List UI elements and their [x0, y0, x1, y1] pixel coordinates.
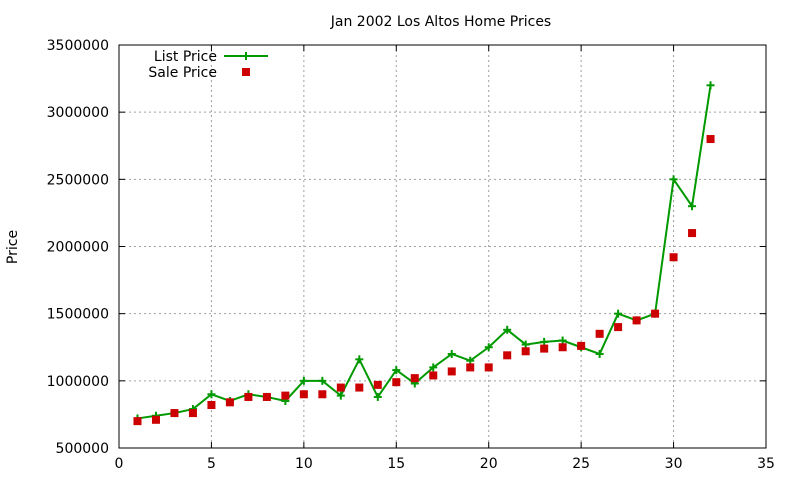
list-price-point — [503, 325, 512, 334]
y-tick-label: 2000000 — [47, 240, 109, 256]
list-price-point — [373, 392, 382, 401]
sale-price-point — [336, 383, 345, 392]
list-price-point — [669, 175, 678, 184]
x-tick-label: 5 — [207, 456, 216, 472]
list-price-point — [355, 355, 364, 364]
list-price-point — [688, 202, 697, 211]
sale-price-point — [281, 391, 290, 400]
sale-price-point — [558, 343, 567, 352]
sale-price-point — [170, 409, 179, 418]
sale-price-point — [225, 398, 234, 407]
sale-price-point — [651, 309, 660, 318]
y-tick-label: 3000000 — [47, 105, 109, 121]
x-tick-label: 30 — [665, 456, 683, 472]
plot-series — [133, 81, 715, 426]
y-tick-label: 2500000 — [47, 172, 109, 188]
list-price-point — [392, 366, 401, 375]
legend-plus-swatch — [242, 52, 250, 60]
sale-price-point — [299, 390, 308, 399]
sale-price-point — [447, 367, 456, 376]
sale-price-point — [410, 374, 419, 383]
sale-price-point — [466, 363, 475, 372]
sale-price-point — [595, 329, 604, 338]
sale-price-point — [355, 383, 364, 392]
list-price-point — [336, 391, 345, 400]
sale-price-point — [373, 380, 382, 389]
sale-price-point — [429, 371, 438, 380]
list-price-point — [447, 349, 456, 358]
x-tick-label: 10 — [295, 456, 313, 472]
x-tick-label: 15 — [387, 456, 405, 472]
list-price-point — [318, 376, 327, 385]
list-price-point — [558, 336, 567, 345]
sale-price-point — [318, 390, 327, 399]
legend-square-swatch — [242, 68, 250, 76]
y-axis-label: Price — [5, 230, 21, 264]
sale-price-point — [262, 392, 271, 401]
legend-label: Sale Price — [148, 65, 217, 81]
list-price-point — [484, 343, 493, 352]
y-tick-label: 500000 — [56, 441, 109, 457]
y-tick-label: 1500000 — [47, 307, 109, 323]
x-tick-label: 20 — [480, 456, 498, 472]
sale-price-point — [540, 344, 549, 353]
sale-price-point — [503, 351, 512, 360]
plot-frame — [118, 44, 767, 449]
x-tick-label: 0 — [115, 456, 124, 472]
y-tick-label: 1000000 — [47, 374, 109, 390]
sale-price-point — [614, 323, 623, 332]
sale-price-point — [392, 378, 401, 387]
sale-price-point — [632, 316, 641, 325]
list-price-point — [595, 349, 604, 358]
list-price-point — [466, 356, 475, 365]
list-price-point — [299, 376, 308, 385]
sale-price-point — [484, 363, 493, 372]
sale-price-point — [577, 341, 586, 350]
sale-price-point — [706, 135, 715, 144]
axis-ticks: 0 5 10 15 20 25 30 35 500000 1000000 1500000 200000… — [47, 38, 775, 472]
sale-price-point — [188, 409, 197, 418]
list-price-point — [540, 337, 549, 346]
sale-price-point — [133, 417, 142, 426]
list-price-point — [429, 363, 438, 372]
list-price-point — [706, 81, 715, 90]
sale-price-point — [688, 229, 697, 238]
chart-title: Jan 2002 Los Altos Home Prices — [330, 14, 551, 30]
x-tick-label: 25 — [572, 456, 590, 472]
list-price-point — [207, 390, 216, 399]
sale-price-point — [151, 415, 160, 424]
x-tick-label: 35 — [757, 456, 775, 472]
sale-price-point — [207, 401, 216, 410]
legend-label: List Price — [154, 49, 217, 65]
sale-price-point — [669, 253, 678, 262]
sale-price-point — [521, 347, 530, 356]
sale-price-point — [244, 392, 253, 401]
list-price-point — [614, 309, 623, 318]
y-tick-label: 3500000 — [47, 38, 109, 54]
list-price-point — [521, 340, 530, 349]
